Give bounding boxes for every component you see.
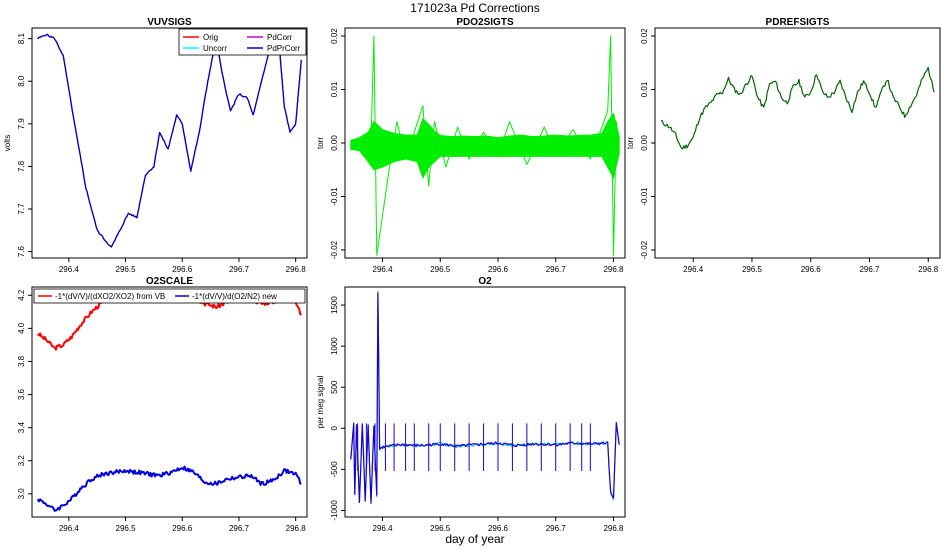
y-tick-label: -0.02: [330, 240, 339, 259]
plot-area-o2: [350, 290, 620, 504]
y-tick-label: 1500: [330, 296, 339, 314]
y-tick-label: 7.6: [17, 246, 26, 258]
x-tick-label: 296.8: [918, 265, 939, 274]
y-axis-label: per meg signal: [316, 376, 325, 429]
y-tick-label: 0.00: [330, 135, 339, 151]
y-tick-label: 7.8: [17, 160, 26, 172]
legend-label: PdPrCorr: [267, 44, 301, 53]
plot-frame: [31, 27, 308, 259]
plot-area-pdrefsigts: [660, 66, 935, 150]
panel-o2: O2 296.4 296.5 296.6 296.7 296.8 -1000 -500 0 500…: [316, 276, 626, 533]
x-tick-label: 296.5: [430, 265, 451, 274]
x-tick-label: 296.4: [373, 265, 394, 274]
legend: -1*(dV/V)/(dXO2/XO2) from VB -1*(dV/V)/d(…: [33, 288, 306, 304]
panel-pdrefsigts: PDREFSIGTS 296.4 296.5 296.6 296.7 296.8 -0.02…: [626, 17, 941, 274]
y-tick-label: 3.2: [17, 455, 26, 467]
y-tick-label: 3.4: [17, 422, 26, 434]
legend-box: [178, 28, 307, 56]
x-tick-label: 296.5: [742, 265, 763, 274]
x-tick-label: 296.8: [286, 524, 307, 533]
y-axis-label: volts: [3, 135, 12, 151]
panel-pdo2sigts: PDO2SIGTS 296.4 296.5 296.6 296.7 296.8 -0.02 -…: [316, 17, 626, 274]
x-tick-label: 296.8: [603, 265, 624, 274]
legend-label: Uncorr: [203, 44, 227, 53]
y-tick-label: -1000: [330, 500, 339, 521]
panel-title: PDREFSIGTS: [766, 17, 830, 28]
series-line: [37, 33, 302, 248]
y-tick-label: 0.00: [640, 135, 649, 151]
y-tick-label: 7.9: [17, 118, 26, 130]
y-tick-label: 0.01: [330, 81, 339, 97]
x-tick-label: 296.7: [859, 265, 880, 274]
panel-title: O2: [478, 276, 492, 287]
y-tick-label: 500: [330, 380, 339, 394]
panel-vuvsigs: VUVSIGS 296.4 296.5 296.6 296.7 296.8 7.6 7.7 7.…: [3, 17, 308, 274]
x-tick-label: 296.7: [546, 524, 567, 533]
y-tick-label: 3.8: [17, 355, 26, 367]
y-tick-label: 4.0: [17, 322, 26, 334]
x-tick-label: 296.7: [229, 524, 250, 533]
y-tick-label: 3.6: [17, 388, 26, 400]
x-tick-label: 296.5: [430, 524, 451, 533]
legend-label: PdCorr: [267, 33, 293, 42]
y-tick-label: 7.7: [17, 203, 26, 215]
signal-envelope: [350, 112, 620, 180]
legend-label: -1*(dV/V)/(dXO2/XO2) from VB: [55, 292, 165, 301]
panel-title: O2SCALE: [146, 276, 194, 287]
y-tick-label: 0.02: [640, 28, 649, 44]
x-tick-label: 296.7: [546, 265, 567, 274]
y-tick-label: 1000: [330, 337, 339, 355]
panel-title: VUVSIGS: [147, 17, 192, 28]
figure-suptitle: 171023a Pd Corrections: [410, 1, 539, 15]
y-tick-label: 0: [330, 426, 339, 431]
series-line: [350, 292, 620, 504]
legend-box: [33, 288, 306, 304]
x-tick-label: 296.6: [172, 524, 193, 533]
series-line: [350, 35, 620, 256]
y-tick-label: -0.02: [640, 240, 649, 259]
x-tick-label: 296.6: [488, 524, 509, 533]
series-line: [660, 66, 935, 150]
y-tick-label: 3.0: [17, 488, 26, 500]
x-tick-label: 296.6: [172, 265, 193, 274]
chart-panels: VUVSIGS 296.4 296.5 296.6 296.7 296.8 7.6 7.7 7.…: [3, 17, 941, 533]
x-tick-label: 296.5: [116, 524, 137, 533]
y-tick-label: 0.02: [330, 28, 339, 44]
x-tick-label: 296.6: [801, 265, 822, 274]
x-tick-label: 296.4: [59, 265, 80, 274]
plot-area-pdo2sigts: [350, 35, 620, 256]
x-tick-label: 296.4: [373, 524, 394, 533]
series-line: [36, 465, 302, 512]
y-tick-label: -0.01: [330, 187, 339, 206]
x-tick-label: 296.4: [59, 524, 80, 533]
panel-o2scale: O2SCALE 296.4 296.5 296.6 296.7 296.8 3.0 3.2 3.…: [17, 276, 308, 533]
y-tick-label: -0.01: [640, 187, 649, 206]
y-tick-label: 8.1: [17, 33, 26, 45]
x-tick-label: 296.8: [286, 265, 307, 274]
y-tick-label: 8.0: [17, 75, 26, 87]
plot-area-vuvsigs: [37, 33, 302, 248]
x-tick-label: 296.7: [229, 265, 250, 274]
legend-label: -1*(dV/V)/d(O2/N2) new: [192, 292, 277, 301]
y-tick-label: -500: [330, 461, 339, 478]
plot-frame: [344, 286, 626, 518]
y-axis-label: torr: [316, 137, 325, 149]
y-tick-label: 0.01: [640, 81, 649, 97]
figure-xlabel: day of year: [445, 532, 504, 546]
x-tick-label: 296.5: [116, 265, 137, 274]
y-tick-label: 4.2: [17, 289, 26, 301]
panel-title: PDO2SIGTS: [456, 17, 514, 28]
x-tick-label: 296.8: [603, 524, 624, 533]
legend-label: Orig: [203, 33, 218, 42]
plot-frame: [31, 286, 308, 518]
legend: Orig Uncorr PdCorr PdPrCorr: [178, 28, 307, 56]
x-tick-label: 296.4: [683, 265, 704, 274]
y-axis-label: torr: [626, 137, 635, 149]
x-tick-label: 296.6: [488, 265, 509, 274]
